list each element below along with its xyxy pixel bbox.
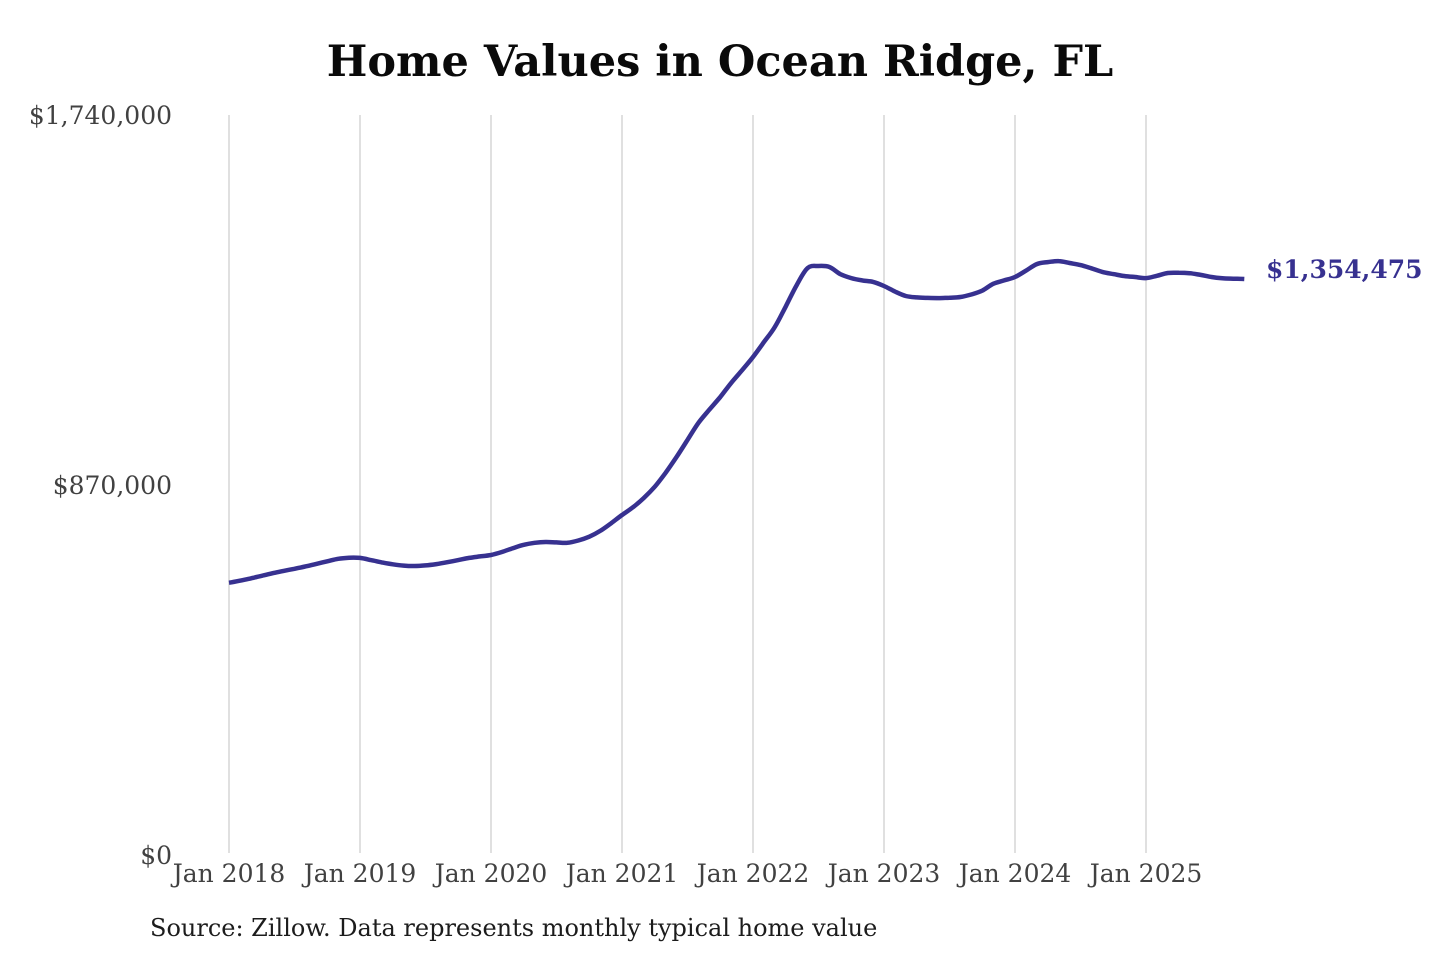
x-tick-label: Jan 2024 [956, 859, 1072, 888]
x-tick-label: Jan 2020 [432, 859, 548, 888]
y-tick-label: $1,740,000 [29, 101, 172, 130]
x-tick-label: Jan 2025 [1087, 859, 1203, 888]
chart-title: Home Values in Ocean Ridge, FL [326, 37, 1114, 87]
latest-value-label: $1,354,475 [1266, 255, 1423, 284]
x-tick-label: Jan 2019 [301, 859, 417, 888]
home-value-line [228, 258, 1245, 586]
y-tick-label: $0 [140, 841, 172, 870]
y-tick-label: $870,000 [53, 471, 172, 500]
x-tick-label: Jan 2023 [825, 859, 941, 888]
x-tick-label: Jan 2022 [694, 859, 810, 888]
x-tick-label: Jan 2021 [563, 859, 679, 888]
x-tick-label: Jan 2018 [170, 859, 286, 888]
source-note: Source: Zillow. Data represents monthly … [150, 914, 878, 942]
